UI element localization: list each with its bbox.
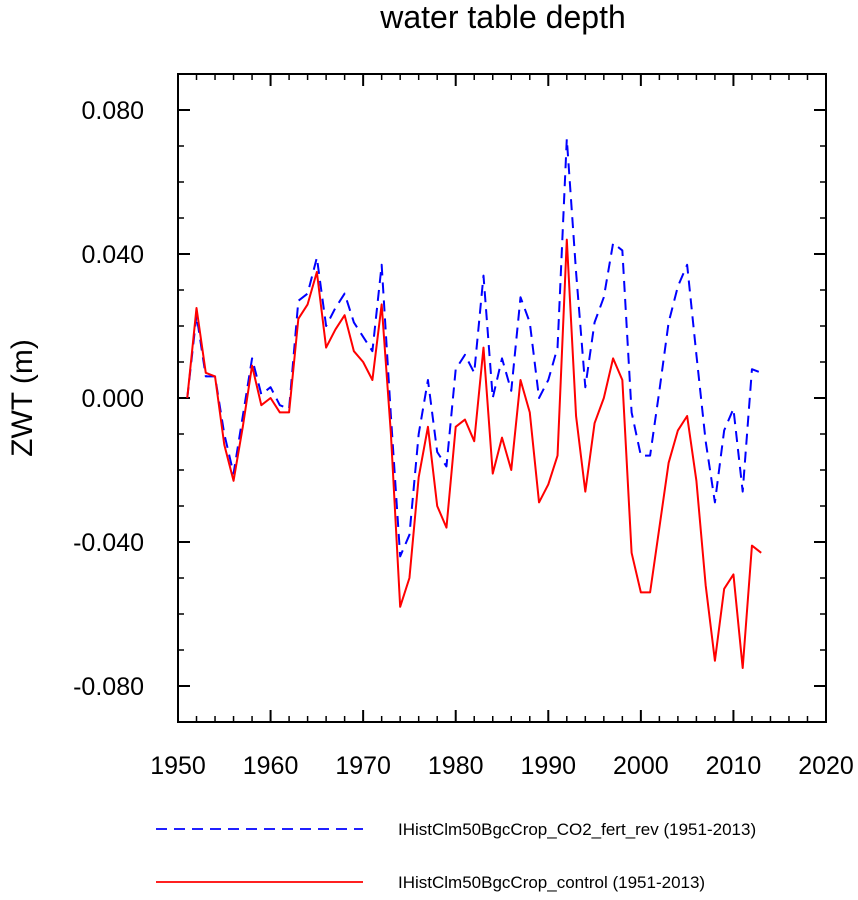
series-line-control bbox=[186, 238, 762, 669]
y-tick-label: -0.080 bbox=[73, 673, 144, 701]
legend-label-co2-fert-rev: IHistClm50BgcCrop_CO2_fert_rev (1951-201… bbox=[398, 820, 756, 839]
x-tick-label: 2010 bbox=[706, 752, 762, 780]
plot-area: 1950 1960 1970 1980 1990 2000 2010 2020 -0.080 -0… bbox=[73, 73, 854, 780]
series-line-co2-fert-rev bbox=[186, 137, 762, 558]
y-tick-label: 0.000 bbox=[81, 385, 144, 413]
x-tick-label: 2000 bbox=[613, 752, 669, 780]
y-tick-label: -0.040 bbox=[73, 529, 144, 557]
x-tick-label: 1990 bbox=[520, 752, 576, 780]
legend-label-control: IHistClm50BgcCrop_control (1951-2013) bbox=[398, 873, 705, 892]
y-tick-label: 0.080 bbox=[81, 97, 144, 125]
x-tick-label: 1960 bbox=[243, 752, 299, 780]
y-tick-label: 0.040 bbox=[81, 241, 144, 269]
x-tick-label: 1950 bbox=[150, 752, 206, 780]
x-tick-label: 1970 bbox=[335, 752, 391, 780]
plot-frame bbox=[177, 73, 827, 723]
legend-entry-co2-fert-rev: IHistClm50BgcCrop_CO2_fert_rev (1951-201… bbox=[156, 820, 756, 839]
legend: IHistClm50BgcCrop_CO2_fert_rev (1951-201… bbox=[156, 820, 756, 892]
x-tick-label: 2020 bbox=[798, 752, 854, 780]
x-tick-label: 1980 bbox=[428, 752, 484, 780]
chart-title: water table depth bbox=[379, 0, 626, 35]
y-axis-label: ZWT (m) bbox=[6, 339, 39, 457]
legend-entry-control: IHistClm50BgcCrop_control (1951-2013) bbox=[156, 873, 705, 892]
